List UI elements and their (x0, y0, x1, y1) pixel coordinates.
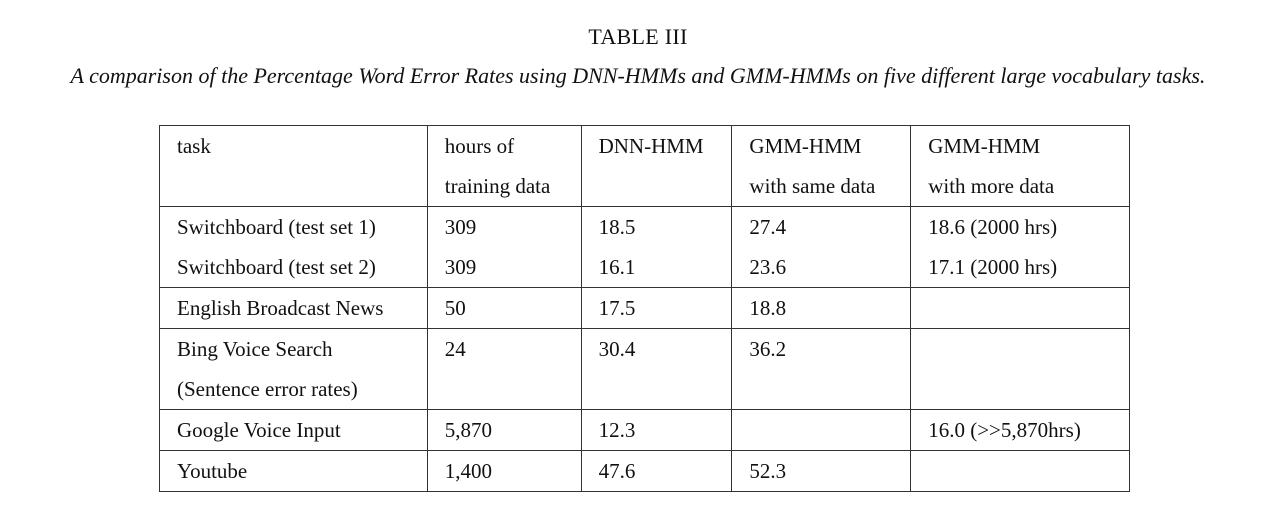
table-cell: 36.2 (731, 328, 912, 369)
column-header-task-line2 (159, 166, 428, 207)
table-cell: 1,400 (426, 450, 582, 492)
table-cell (910, 328, 1130, 369)
table-cell: 16.0 (>>5,870hrs) (910, 409, 1130, 451)
table-row: Switchboard (test set 2) 309 16.1 23.6 1… (159, 247, 1130, 288)
table-cell: (Sentence error rates) (159, 369, 428, 410)
results-table: task hours of DNN-HMM GMM-HMM GMM-HMM tr… (159, 125, 1130, 492)
table-cell: 16.1 (580, 247, 733, 288)
table-cell: English Broadcast News (159, 287, 428, 329)
table-cell (731, 409, 912, 451)
table-cell: 30.4 (580, 328, 733, 369)
table-cell: 18.6 (2000 hrs) (910, 206, 1130, 247)
table-cell: 47.6 (580, 450, 733, 492)
table-cell: 23.6 (731, 247, 912, 288)
header-row: training data with same data with more d… (159, 166, 1130, 207)
table-cell: 27.4 (731, 206, 912, 247)
table-cell: Bing Voice Search (159, 328, 428, 369)
table-row: English Broadcast News 50 17.5 18.8 (159, 287, 1130, 329)
table-cell: Google Voice Input (159, 409, 428, 451)
table-cell: 18.8 (731, 287, 912, 329)
table-cell: 5,870 (426, 409, 582, 451)
table-cell: 12.3 (580, 409, 733, 451)
table-cell (426, 369, 582, 410)
column-header-dnn-hmm-line2 (580, 166, 733, 207)
column-header-gmm-hmm-more: GMM-HMM (910, 125, 1130, 166)
header-row: task hours of DNN-HMM GMM-HMM GMM-HMM (159, 125, 1130, 166)
table-cell: 17.1 (2000 hrs) (910, 247, 1130, 288)
table-row: Google Voice Input 5,870 12.3 16.0 (>>5,… (159, 409, 1130, 451)
table-cell (731, 369, 912, 410)
table-cell (910, 287, 1130, 329)
table-row: (Sentence error rates) (159, 369, 1130, 410)
table-row: Bing Voice Search 24 30.4 36.2 (159, 328, 1130, 369)
table-cell: 309 (426, 206, 582, 247)
table-cell (910, 369, 1130, 410)
table-caption: A comparison of the Percentage Word Erro… (70, 63, 1206, 88)
column-header-gmm-hmm-same-line2: with same data (731, 166, 912, 207)
column-header-hours: hours of (426, 125, 582, 166)
table-cell: 17.5 (580, 287, 733, 329)
column-header-gmm-hmm-more-line2: with more data (910, 166, 1130, 207)
column-header-dnn-hmm: DNN-HMM (580, 125, 733, 166)
table-title: TABLE III (588, 24, 688, 49)
table-row: Youtube 1,400 47.6 52.3 (159, 450, 1130, 492)
table-cell: Youtube (159, 450, 428, 492)
column-header-gmm-hmm-same: GMM-HMM (731, 125, 912, 166)
table-cell: 18.5 (580, 206, 733, 247)
table-row: Switchboard (test set 1) 309 18.5 27.4 1… (159, 206, 1130, 247)
column-header-hours-line2: training data (426, 166, 582, 207)
table-cell: 24 (426, 328, 582, 369)
table-cell (910, 450, 1130, 492)
table-cell: 52.3 (731, 450, 912, 492)
table-cell: Switchboard (test set 1) (159, 206, 428, 247)
table-cell: 309 (426, 247, 582, 288)
column-header-task: task (159, 125, 428, 166)
table-cell: 50 (426, 287, 582, 329)
table-cell: Switchboard (test set 2) (159, 247, 428, 288)
table-cell (580, 369, 733, 410)
